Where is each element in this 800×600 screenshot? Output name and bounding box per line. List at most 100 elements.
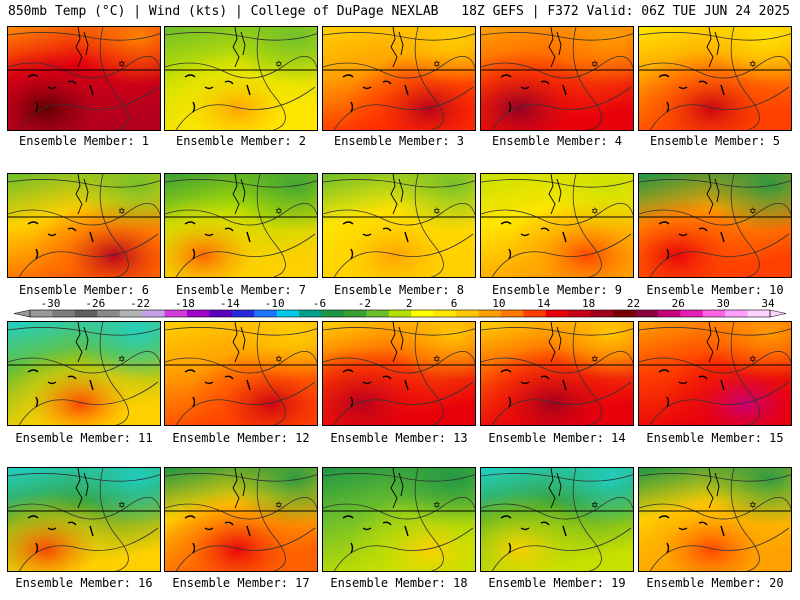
svg-text:✡: ✡	[433, 501, 441, 511]
colorbar-swatch	[52, 310, 76, 317]
temperature-map: ✡	[481, 468, 633, 571]
ensemble-member-label: Ensemble Member: 15	[646, 431, 784, 445]
colorbar-swatch	[299, 310, 323, 317]
colorbar-swatch	[119, 310, 143, 317]
ensemble-member-label: Ensemble Member: 12	[172, 431, 310, 445]
ensemble-member-panel: ✡	[7, 173, 161, 278]
svg-text:✡: ✡	[591, 355, 599, 365]
svg-text:✡: ✡	[591, 60, 599, 70]
colorbar-swatch	[478, 310, 502, 317]
ensemble-member-panel: ✡	[480, 26, 634, 131]
svg-text:✡: ✡	[749, 501, 757, 511]
ensemble-member-panel: ✡	[322, 26, 476, 131]
ensemble-member-label: Ensemble Member: 2	[175, 134, 307, 148]
ensemble-member-label: Ensemble Member: 10	[646, 283, 784, 297]
colorbar-swatch	[747, 310, 771, 317]
colorbar-swatch	[209, 310, 233, 317]
ensemble-member-panel: ✡	[164, 26, 318, 131]
ensemble-member-label: Ensemble Member: 9	[491, 283, 623, 297]
colorbar-tick-label: -2	[358, 297, 371, 310]
temperature-map: ✡	[165, 322, 317, 425]
colorbar-tick-label: 14	[537, 297, 551, 310]
ensemble-member-label: Ensemble Member: 14	[488, 431, 626, 445]
colorbar-swatch	[613, 310, 636, 317]
svg-text:✡: ✡	[749, 355, 757, 365]
colorbar-swatch	[276, 310, 300, 317]
ensemble-member-label: Ensemble Member: 6	[18, 283, 150, 297]
colorbar-swatch	[433, 310, 457, 317]
colorbar-swatch	[366, 310, 390, 317]
temperature-map: ✡	[323, 322, 475, 425]
svg-text:✡: ✡	[749, 60, 757, 70]
chart-header-right: 18Z GEFS | F372 Valid: 06Z TUE JUN 24 20…	[461, 4, 790, 19]
colorbar-swatch	[254, 310, 278, 317]
colorbar-tick-label: 10	[492, 297, 505, 310]
temperature-map: ✡	[323, 174, 475, 277]
colorbar-tick-label: 30	[717, 297, 730, 310]
ensemble-member-panel: ✡	[322, 467, 476, 572]
temperature-map: ✡	[165, 174, 317, 277]
colorbar-max-arrow	[769, 309, 787, 318]
ensemble-member-panel: ✡	[322, 321, 476, 426]
ensemble-member-panel: ✡	[7, 26, 161, 131]
svg-text:✡: ✡	[118, 355, 126, 365]
temperature-map: ✡	[8, 322, 160, 425]
svg-text:✡: ✡	[118, 60, 126, 70]
colorbar-swatch	[164, 310, 188, 317]
colorbar-tick-label: -10	[265, 297, 285, 310]
colorbar-swatch	[97, 310, 121, 317]
temperature-map: ✡	[639, 27, 791, 130]
colorbar-tick-label: 22	[627, 297, 640, 310]
colorbar-swatch	[702, 310, 726, 317]
svg-text:✡: ✡	[433, 207, 441, 217]
ensemble-member-label: Ensemble Member: 20	[646, 576, 784, 590]
colorbar-min-arrow	[13, 309, 31, 318]
colorbar-swatch	[500, 310, 524, 317]
ensemble-member-label: Ensemble Member: 18	[330, 576, 468, 590]
temperature-map: ✡	[481, 322, 633, 425]
colorbar-tick-label: -26	[85, 297, 105, 310]
colorbar-swatch	[231, 310, 255, 317]
ensemble-member-label: Ensemble Member: 4	[491, 134, 623, 148]
ensemble-member-panel: ✡	[638, 26, 792, 131]
ensemble-member-panel: ✡	[480, 321, 634, 426]
colorbar-tick-label: -22	[130, 297, 150, 310]
temperature-map: ✡	[8, 468, 160, 571]
temperature-map: ✡	[481, 174, 633, 277]
ensemble-member-label: Ensemble Member: 7	[175, 283, 307, 297]
ensemble-member-label: Ensemble Member: 17	[172, 576, 310, 590]
colorbar-swatch	[568, 310, 592, 317]
svg-text:✡: ✡	[118, 501, 126, 511]
temperature-map: ✡	[165, 27, 317, 130]
ensemble-member-label: Ensemble Member: 11	[15, 431, 153, 445]
temperature-map: ✡	[8, 174, 160, 277]
svg-text:✡: ✡	[591, 501, 599, 511]
ensemble-member-panel: ✡	[638, 467, 792, 572]
colorbar-swatch	[725, 310, 749, 317]
ensemble-member-panel: ✡	[7, 467, 161, 572]
svg-text:✡: ✡	[275, 60, 283, 70]
ensemble-member-panel: ✡	[480, 467, 634, 572]
svg-text:✡: ✡	[118, 207, 126, 217]
ensemble-member-panel: ✡	[638, 321, 792, 426]
colorbar-swatch	[74, 310, 98, 317]
svg-text:✡: ✡	[275, 207, 283, 217]
ensemble-member-label: Ensemble Member: 3	[333, 134, 465, 148]
colorbar-swatch	[545, 310, 569, 317]
colorbar-swatch	[343, 310, 367, 317]
colorbar-swatch	[590, 310, 614, 317]
colorbar-swatch	[523, 310, 547, 317]
colorbar-swatch	[657, 310, 681, 317]
ensemble-member-label: Ensemble Member: 5	[649, 134, 781, 148]
temperature-map: ✡	[639, 468, 791, 571]
colorbar-tick-label: -30	[40, 297, 60, 310]
temperature-map: ✡	[165, 468, 317, 571]
ensemble-member-panel: ✡	[164, 467, 318, 572]
colorbar-swatch	[635, 310, 659, 317]
colorbar-swatch	[680, 310, 704, 317]
colorbar-tick-label: -14	[220, 297, 240, 310]
temperature-map: ✡	[323, 468, 475, 571]
svg-text:✡: ✡	[591, 207, 599, 217]
colorbar-tick-label: -6	[313, 297, 326, 310]
colorbar-tick-label: 18	[582, 297, 595, 310]
